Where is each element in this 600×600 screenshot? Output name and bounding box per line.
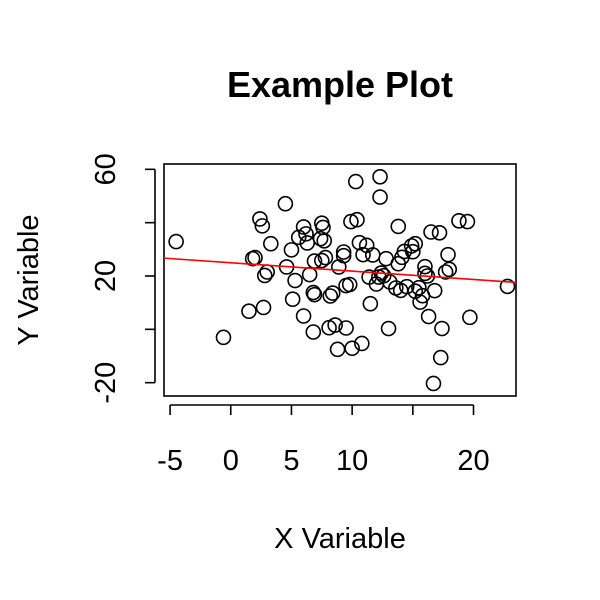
data-point	[344, 340, 360, 357]
x-axis: -5 0 5 10 20	[157, 404, 490, 477]
data-point	[284, 291, 301, 308]
data-point	[417, 258, 433, 275]
data-point	[295, 308, 312, 324]
data-point	[298, 226, 314, 242]
data-point	[441, 261, 458, 278]
data-point	[434, 320, 450, 337]
data-point	[351, 234, 368, 251]
data-point	[372, 189, 388, 205]
data-point	[263, 235, 279, 252]
data-point	[168, 233, 184, 250]
regression-line-layer	[163, 257, 517, 284]
data-point	[316, 233, 333, 249]
data-point	[241, 303, 257, 320]
data-point	[412, 294, 428, 310]
data-point	[426, 282, 443, 299]
x-tick-label: 5	[283, 445, 299, 477]
data-point	[437, 264, 454, 280]
x-tick-label: 20	[457, 445, 489, 477]
data-point	[255, 299, 272, 316]
data-point	[431, 225, 448, 241]
chart-title: Example Plot	[227, 64, 453, 105]
data-point	[398, 278, 415, 295]
data-point	[372, 169, 388, 185]
data-point	[440, 246, 456, 263]
data-point	[499, 278, 516, 295]
data-point	[403, 238, 420, 254]
data-point	[354, 335, 370, 352]
x-axis-label: X Variable	[274, 523, 406, 555]
data-point	[324, 285, 341, 301]
data-point	[390, 218, 407, 235]
data-point	[462, 309, 478, 326]
data-point	[313, 252, 330, 269]
regression-line	[163, 257, 517, 284]
data-point	[338, 320, 354, 336]
data-point	[252, 211, 268, 227]
data-point	[459, 213, 476, 230]
data-point	[341, 276, 358, 293]
data-point	[355, 246, 371, 263]
x-tick-label: 10	[336, 445, 368, 477]
data-point	[305, 324, 322, 340]
data-point	[347, 173, 364, 190]
data-point	[451, 213, 467, 229]
data-point	[287, 272, 303, 289]
data-point	[343, 213, 359, 230]
data-point	[305, 284, 322, 301]
data-point	[335, 244, 352, 260]
data-point	[405, 243, 421, 260]
data-points	[168, 169, 516, 392]
data-point	[423, 224, 439, 240]
y-axis: -20 20 60	[90, 153, 156, 404]
x-tick-label: -5	[157, 445, 183, 477]
data-point	[432, 349, 449, 366]
data-point	[283, 242, 300, 258]
y-axis-label: Y Variable	[13, 214, 45, 345]
data-point	[380, 320, 397, 337]
data-point	[417, 265, 433, 282]
y-tick-label: 20	[90, 260, 122, 292]
data-point	[425, 375, 442, 392]
data-point	[381, 274, 398, 290]
y-tick-label: 60	[90, 153, 122, 185]
data-point	[259, 264, 275, 280]
data-point	[327, 317, 343, 333]
plot-area-border	[163, 163, 517, 397]
data-point	[322, 288, 339, 304]
data-point	[375, 267, 392, 284]
data-point	[335, 247, 352, 264]
data-point	[277, 195, 294, 212]
data-point	[295, 219, 312, 235]
data-point	[301, 266, 318, 283]
y-tick-label: -20	[90, 362, 122, 404]
data-point	[329, 341, 346, 358]
data-point	[407, 235, 424, 252]
data-point	[420, 308, 437, 325]
data-point	[362, 295, 379, 312]
data-point	[256, 267, 273, 284]
x-tick-label: 0	[223, 445, 239, 477]
data-point	[254, 218, 271, 234]
data-point	[349, 211, 365, 228]
data-point	[317, 249, 334, 266]
data-point	[306, 286, 323, 303]
data-point	[290, 229, 307, 246]
data-point	[312, 230, 329, 247]
data-point	[215, 329, 232, 346]
